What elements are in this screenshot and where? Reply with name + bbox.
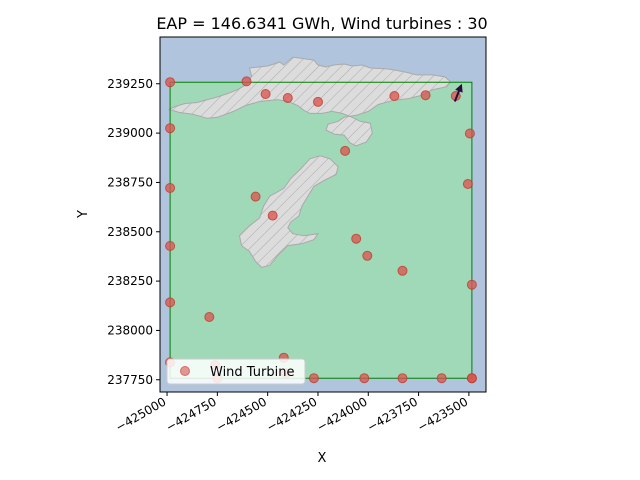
- x-tick-label: −424250: [264, 394, 319, 434]
- x-tick-label: −425000: [113, 394, 168, 434]
- turbine-point: [362, 250, 373, 261]
- turbine-point: [260, 89, 271, 99]
- x-tick-label: −423750: [365, 394, 420, 434]
- turbine-point: [420, 90, 431, 101]
- legend: Wind Turbine: [166, 358, 306, 385]
- turbine-point: [351, 233, 362, 244]
- y-axis-label: Y: [76, 210, 91, 219]
- plot-frame: [159, 36, 487, 393]
- turbine-point: [204, 312, 215, 322]
- plot-area: [165, 56, 477, 384]
- x-tick-label: −424750: [163, 394, 218, 434]
- y-tick-label: 238500: [107, 225, 153, 239]
- turbine-point: [462, 179, 473, 189]
- legend-box: [166, 358, 306, 385]
- turbine-point: [389, 91, 400, 101]
- exclusion-zones: [167, 56, 452, 268]
- site-area: [170, 82, 472, 379]
- turbine-point: [340, 145, 351, 156]
- wind-arrow-head: [455, 83, 463, 93]
- wind-direction-arrow: [453, 83, 463, 102]
- turbine-point: [436, 373, 447, 384]
- x-tick-label: −423500: [415, 394, 470, 434]
- exclusion-zone-hatch-1: [169, 57, 451, 146]
- x-tick-label: −424500: [214, 394, 269, 434]
- x-tick-label: −424000: [314, 394, 369, 434]
- turbine-point: [308, 373, 319, 384]
- y-tick-label: 237750: [107, 373, 153, 387]
- y-axis-ticks: 237750 238000 238250 238500 238750 239000 2392…: [107, 77, 160, 387]
- turbine-point: [359, 373, 370, 384]
- turbine-point: [397, 373, 408, 384]
- chart-title: EAP = 146.6341 GWh, Wind turbines : 30: [156, 14, 487, 33]
- turbine-point: [466, 373, 477, 384]
- turbine-point: [241, 76, 252, 87]
- site-boundary: [169, 81, 473, 379]
- turbine-point: [397, 265, 408, 276]
- y-tick-label: 238750: [107, 175, 153, 189]
- turbine-point: [282, 93, 293, 103]
- turbine-point: [165, 297, 176, 308]
- turbine-point: [466, 279, 477, 290]
- y-tick-label: 238250: [107, 274, 153, 288]
- turbine-point: [250, 191, 261, 202]
- turbine-point: [267, 210, 278, 221]
- legend-label: Wind Turbine: [210, 365, 294, 380]
- y-tick-label: 239000: [107, 126, 153, 140]
- y-tick-label: 239250: [107, 77, 153, 91]
- turbine-point: [165, 77, 176, 88]
- x-axis-label: X: [318, 451, 327, 466]
- legend-marker: [180, 366, 190, 376]
- turbine-point: [313, 96, 323, 107]
- turbine-point: [464, 128, 475, 139]
- exclusion-zone-hatch-2: [239, 155, 339, 268]
- turbine-point: [165, 123, 176, 134]
- x-axis-ticks: −425000−424750−424500−424250−424000−4237…: [113, 392, 470, 435]
- turbine-point: [165, 183, 176, 193]
- turbine-point: [165, 241, 176, 251]
- y-tick-label: 238000: [107, 323, 153, 337]
